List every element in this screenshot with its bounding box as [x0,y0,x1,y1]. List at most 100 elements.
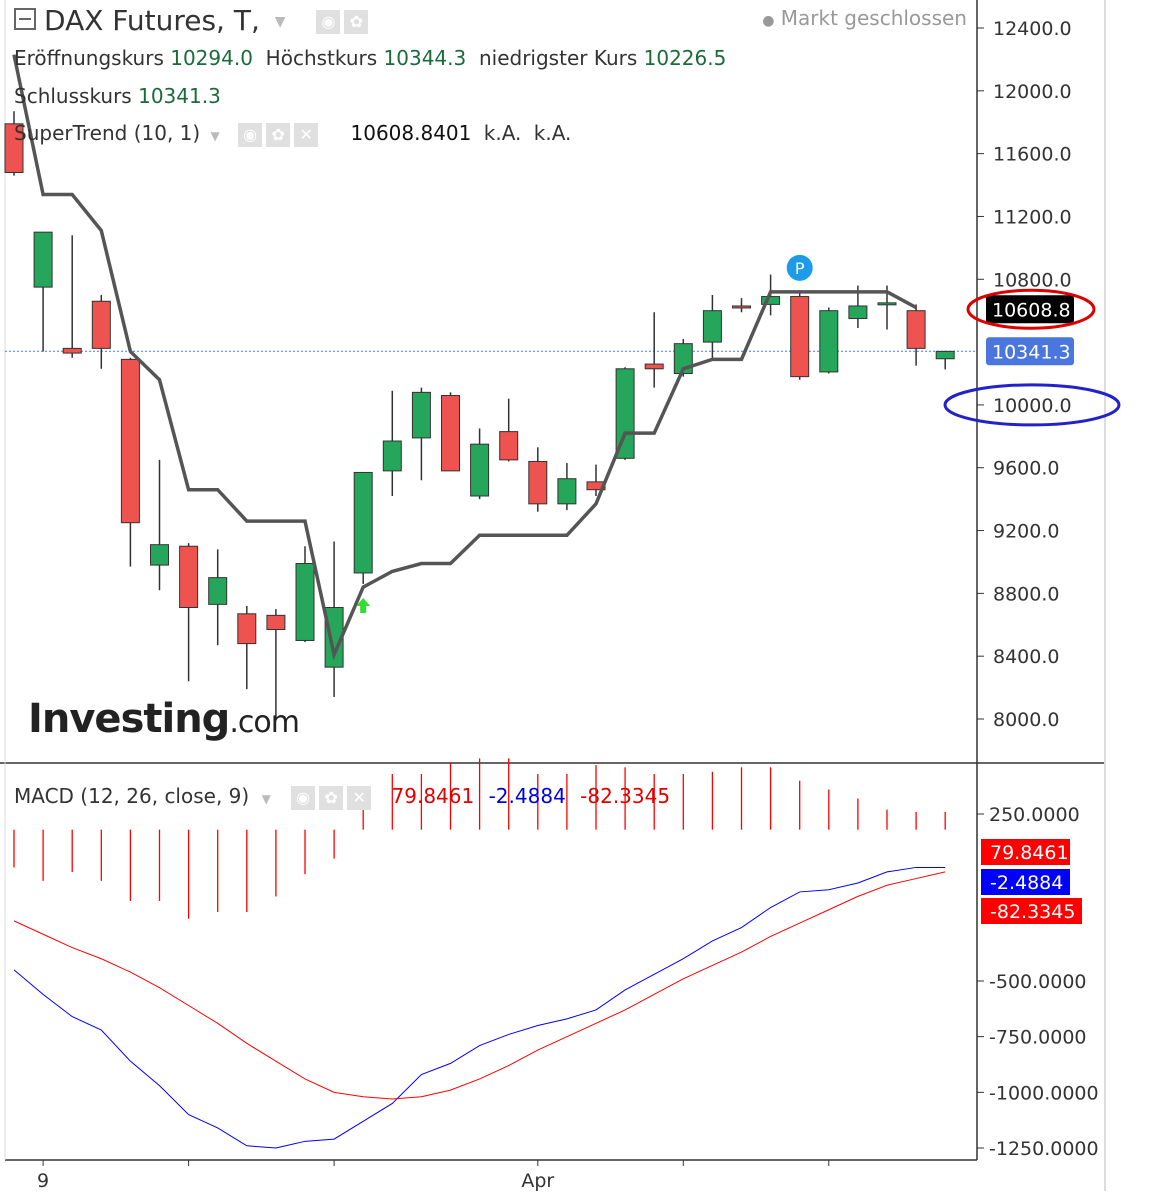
gear-icon[interactable]: ✿ [266,122,291,147]
macd-signal-value: -82.3345 [580,784,671,808]
supertrend-value: 10608.8401 [350,121,472,145]
candle-up [557,478,577,505]
high-value: 10344.3 [383,46,467,70]
macd-axis-badge-label: -2.4884 [990,872,1063,894]
supertrend-na-2: k.A. [533,121,572,145]
price-tick-label: 12000.0 [993,81,1072,103]
macd-label: MACD (12, 26, close, 9) [14,784,250,808]
candle-down [91,300,111,349]
candle-up [470,443,490,497]
annotation-ellipse-blue [943,383,1121,427]
signal-line [13,871,946,1100]
candle-up [382,440,402,472]
logo-suffix: .com [229,705,300,740]
candle-up [150,544,169,566]
macd-axis-badge [981,839,1070,865]
close-icon[interactable]: ✕ [347,785,372,810]
macd-legend: MACD (12, 26, close, 9) ▼ ◉ ✿ ✕ 79.8461 -2… [14,784,670,810]
candle-up [411,391,431,439]
price-axis-badge [986,337,1074,366]
chevron-down-icon[interactable]: ▼ [274,14,286,30]
macd-tick-label: -750.0000 [989,1027,1087,1049]
macd-tick-label: -1000.0000 [989,1082,1099,1104]
price-axis-badge-label: 10608.8 [992,299,1071,321]
pin-marker-label: P [795,259,805,278]
close-icon[interactable]: ✕ [294,122,319,147]
buy-arrow-icon [356,597,371,613]
candles-group [4,111,955,719]
candle-down [120,358,140,524]
candle-up [295,563,315,641]
supertrend-line [12,54,917,661]
close-row: Schlusskurs 10341.3 [14,84,221,108]
high-label: Höchstkurs [265,46,378,70]
price-tick-label: 10800.0 [993,269,1072,291]
macd-axis-badge [981,869,1070,895]
candle-up [702,310,722,343]
annotation-ellipse-red [966,288,1096,330]
price-tick-label: 10000.0 [993,395,1072,417]
eye-icon[interactable]: ◉ [316,10,341,34]
ohlc-row: Eröffnungskurs 10294.0 Höchstkurs 10344.… [14,46,726,70]
macd-hist-value: 79.8461 [391,784,475,808]
eye-icon[interactable]: ◉ [238,122,263,147]
eye-icon[interactable]: ◉ [291,785,316,810]
candle-up [33,231,53,288]
candle-up [615,368,635,459]
price-tick-label: 12400.0 [993,18,1072,40]
chevron-down-icon[interactable]: ▼ [261,792,271,806]
price-tick-label: 8400.0 [993,646,1059,668]
macd-axis-badge-label: -82.3345 [990,901,1075,923]
supertrend-na-1: k.A. [483,121,522,145]
close-label: Schlusskurs [14,84,132,108]
macd-line [13,866,946,1149]
market-status: ● Markt geschlossen [762,6,967,30]
macd-tick-label: 250.0000 [989,804,1080,826]
candle-down [179,545,199,608]
status-dot-icon: ● [762,13,775,29]
market-status-text: Markt geschlossen [780,6,967,30]
candle-down [237,613,257,645]
x-tick-label: Apr [521,1170,554,1191]
candle-up [761,296,781,305]
candle-down [266,614,286,630]
logo-brand: Investing [28,696,230,742]
collapse-icon[interactable] [14,8,36,30]
price-axis-badge [986,295,1074,324]
macd-tick-label: -500.0000 [989,971,1087,993]
price-tick-label: 8000.0 [993,709,1059,731]
low-label: niedrigster Kurs [478,46,638,70]
symbol-title: DAX Futures, T, [44,4,260,37]
price-tick-label: 8800.0 [993,583,1059,605]
macd-axis-badge-label: 79.8461 [990,842,1069,864]
price-axis-badge-label: 10341.3 [992,341,1071,363]
low-value: 10226.5 [643,46,727,70]
candle-down [528,460,548,505]
candle-up [208,577,228,605]
candle-down [499,431,519,461]
gear-icon[interactable]: ✿ [319,785,344,810]
gear-icon[interactable]: ✿ [344,10,369,34]
symbol-row: DAX Futures, T, ▼ ◉ ✿ [14,4,372,37]
chevron-down-icon[interactable]: ▼ [210,129,220,143]
macd-tick-label: -1250.0000 [989,1138,1099,1160]
macd-line-value: -2.4884 [488,784,566,808]
candle-down [62,347,82,354]
candle-up [848,305,868,320]
pin-marker-icon [786,254,813,281]
candle-down [644,363,664,370]
candle-down [732,305,751,309]
candle-down [4,123,24,173]
candle-down [906,310,926,349]
price-tick-label: 11200.0 [993,206,1072,228]
price-tick-label: 9600.0 [993,458,1059,480]
candle-up [819,310,839,373]
supertrend-label: SuperTrend (10, 1) [14,121,201,145]
candle-down [441,394,460,472]
candle-up [353,471,373,574]
macd-axis-badge [981,898,1082,924]
candle-up [877,302,897,306]
macd-histogram [13,758,946,919]
